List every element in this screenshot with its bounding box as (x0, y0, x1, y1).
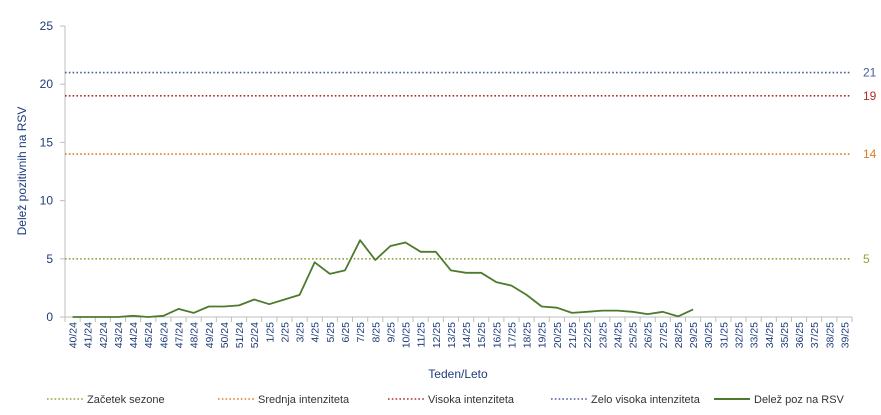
x-tick-label: 1/25 (264, 322, 276, 343)
x-tick-label: 40/24 (68, 322, 80, 348)
y-tick-label: 25 (40, 19, 54, 33)
y-tick-label: 10 (40, 194, 54, 208)
x-tick-label: 5/25 (325, 322, 337, 343)
y-axis-title: Delež pozitivnih na RSV (15, 107, 29, 236)
x-tick-label: 3/25 (295, 322, 307, 343)
x-tick-label: 20/25 (552, 322, 564, 348)
x-tick-label: 6/25 (340, 322, 352, 343)
x-tick-label: 7/25 (355, 322, 367, 343)
x-tick-label: 27/25 (658, 322, 670, 348)
legend-label: Zelo visoka intenziteta (591, 394, 701, 406)
series-line (72, 239, 694, 318)
x-tick-label: 18/25 (522, 322, 534, 348)
y-tick-label: 20 (40, 77, 54, 91)
x-tick-label: 4/25 (310, 322, 322, 343)
x-tick-label: 11/25 (416, 322, 428, 348)
legend-label: Srednja intenziteta (258, 394, 350, 406)
x-tick-label: 50/24 (219, 322, 231, 348)
y-axis: 0 5 10 15 20 25 (40, 19, 66, 324)
x-tick-label: 22/25 (582, 322, 594, 348)
legend-label: Delež poz na RSV (754, 394, 845, 406)
x-tick-label: 17/25 (506, 322, 518, 348)
x-tick-label: 35/25 (779, 322, 791, 348)
x-tick-label: 42/24 (98, 322, 110, 348)
x-tick-label: 43/24 (113, 322, 125, 348)
y-tick-label: 0 (46, 310, 53, 324)
legend-label: Visoka intenziteta (428, 394, 515, 406)
x-tick-label: 41/24 (83, 322, 95, 348)
x-tick-label: 9/25 (385, 322, 397, 343)
x-tick-label: 38/25 (824, 322, 836, 348)
x-tick-label: 2/25 (279, 322, 291, 343)
x-tick-label: 33/25 (749, 322, 761, 348)
x-tick-label: 51/24 (234, 322, 246, 348)
threshold-value-label: 14 (863, 147, 877, 161)
x-tick-label: 44/24 (128, 322, 140, 348)
x-axis-title: Teden/Leto (428, 367, 488, 381)
x-axis: 40/24 41/24 42/24 43/24 44/24 45/24 46/24 47/24… (64, 316, 853, 348)
x-tick-label: 37/25 (809, 322, 821, 348)
x-tick-label: 30/25 (703, 322, 715, 348)
x-tick-label: 16/25 (491, 322, 503, 348)
x-tick-label: 19/25 (537, 322, 549, 348)
x-tick-label: 48/24 (189, 322, 201, 348)
y-tick-label: 5 (46, 252, 53, 266)
x-tick-label: 32/25 (733, 322, 745, 348)
x-tick-label: 45/24 (143, 322, 155, 348)
threshold-value-label: 21 (863, 66, 877, 80)
threshold-value-label: 19 (863, 89, 877, 103)
x-tick-label: 13/25 (446, 322, 458, 348)
x-tick-label: 36/25 (794, 322, 806, 348)
x-tick-label: 46/24 (158, 322, 170, 348)
x-tick-label: 49/24 (204, 322, 216, 348)
x-tick-label: 14/25 (461, 322, 473, 348)
x-tick-label: 47/24 (174, 322, 186, 348)
legend: Začetek sezone Srednja intenziteta Visoka … (47, 394, 845, 406)
x-tick-label: 31/25 (718, 322, 730, 348)
x-tick-label: 10/25 (401, 322, 413, 348)
x-tick-label: 34/25 (764, 322, 776, 348)
x-tick-label: 26/25 (643, 322, 655, 348)
x-tick-label: 28/25 (673, 322, 685, 348)
x-tick-label: 29/25 (688, 322, 700, 348)
series-layer (72, 239, 694, 318)
threshold-value-label: 5 (863, 252, 870, 266)
x-tick-label: 39/25 (839, 322, 851, 348)
x-tick-label: 12/25 (431, 322, 443, 348)
x-tick-label: 8/25 (370, 322, 382, 343)
x-tick-label: 21/25 (567, 322, 579, 348)
x-tick-label: 23/25 (597, 322, 609, 348)
x-tick-label: 25/25 (628, 322, 640, 348)
legend-label: Začetek sezone (87, 394, 165, 406)
y-tick-label: 15 (40, 135, 54, 149)
x-tick-label: 52/24 (249, 322, 261, 348)
threshold-lines: 5 14 19 21 (65, 66, 877, 266)
x-tick-label: 24/25 (612, 322, 624, 348)
x-tick-label: 15/25 (476, 322, 488, 348)
